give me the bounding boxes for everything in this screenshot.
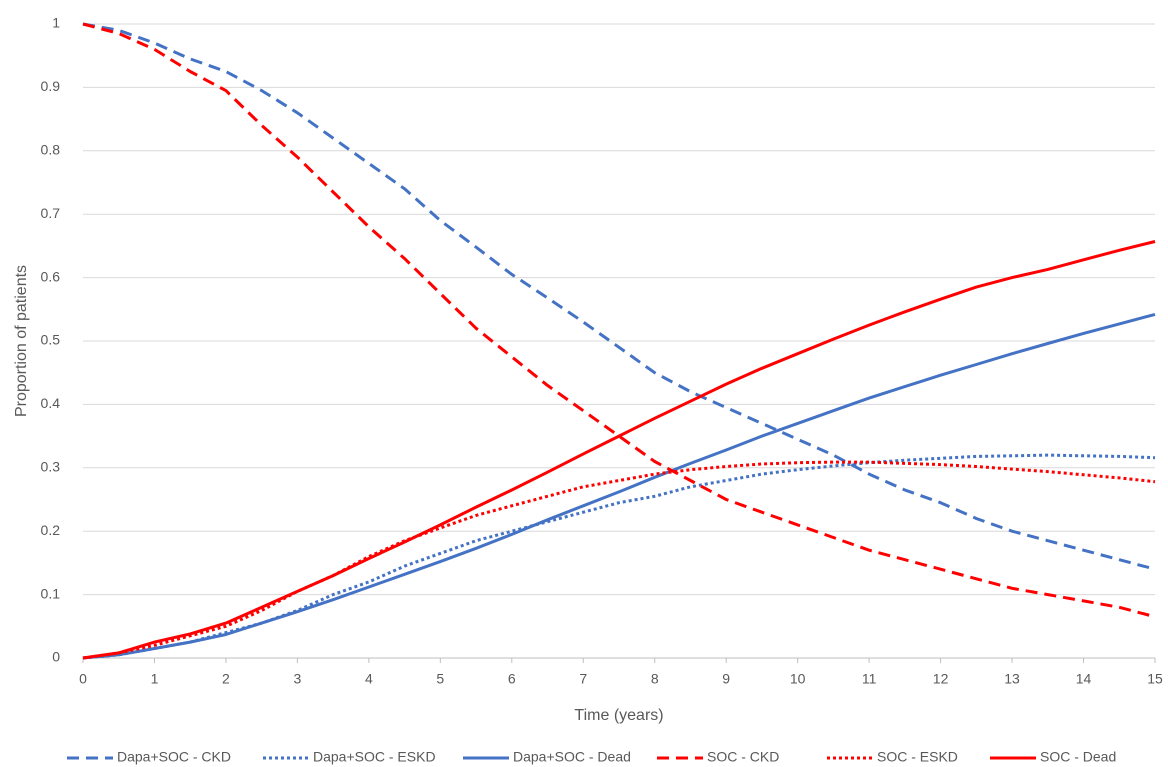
y-tick-label: 0.5 bbox=[41, 332, 61, 348]
y-tick-label: 1 bbox=[52, 15, 60, 31]
legend-label: SOC - CKD bbox=[707, 749, 779, 765]
legend-label: SOC - Dead bbox=[1040, 749, 1116, 765]
legend-label: Dapa+SOC - ESKD bbox=[313, 749, 436, 765]
x-tick-label: 10 bbox=[790, 671, 806, 687]
series-line bbox=[82, 22, 1156, 571]
x-tick-label: 5 bbox=[436, 671, 444, 687]
x-axis-label: Time (years) bbox=[574, 707, 663, 724]
x-tick-label: 13 bbox=[1004, 671, 1020, 687]
series-line bbox=[82, 22, 1156, 619]
y-tick-label: 0.6 bbox=[41, 268, 61, 284]
y-tick-label: 0.8 bbox=[41, 142, 61, 158]
x-tick-label: 15 bbox=[1147, 671, 1163, 687]
y-tick-label: 0.1 bbox=[41, 585, 61, 601]
x-tick-label: 0 bbox=[79, 671, 87, 687]
y-tick-label: 0.7 bbox=[41, 205, 61, 221]
x-tick-label: 12 bbox=[933, 671, 949, 687]
y-tick-label: 0.3 bbox=[41, 459, 61, 475]
x-tick-label: 7 bbox=[579, 671, 587, 687]
y-tick-label: 0 bbox=[52, 649, 60, 665]
x-tick-label: 6 bbox=[508, 671, 516, 687]
x-tick-label: 1 bbox=[151, 671, 159, 687]
x-tick-label: 4 bbox=[365, 671, 373, 687]
x-tick-label: 2 bbox=[222, 671, 230, 687]
series-line bbox=[82, 312, 1156, 660]
y-tick-label: 0.2 bbox=[41, 522, 61, 538]
x-tick-label: 9 bbox=[722, 671, 730, 687]
series-line bbox=[82, 240, 1156, 660]
legend-label: SOC - ESKD bbox=[877, 749, 958, 765]
x-tick-label: 8 bbox=[651, 671, 659, 687]
legend-label: Dapa+SOC - Dead bbox=[513, 749, 631, 765]
y-axis-label: Proportion of patients bbox=[13, 265, 30, 417]
x-tick-label: 3 bbox=[294, 671, 302, 687]
series-line bbox=[82, 460, 1156, 660]
x-tick-label: 14 bbox=[1076, 671, 1092, 687]
y-tick-label: 0.4 bbox=[41, 395, 61, 411]
legend-label: Dapa+SOC - CKD bbox=[117, 749, 231, 765]
y-tick-label: 0.9 bbox=[41, 78, 61, 94]
x-tick-label: 11 bbox=[862, 671, 877, 687]
